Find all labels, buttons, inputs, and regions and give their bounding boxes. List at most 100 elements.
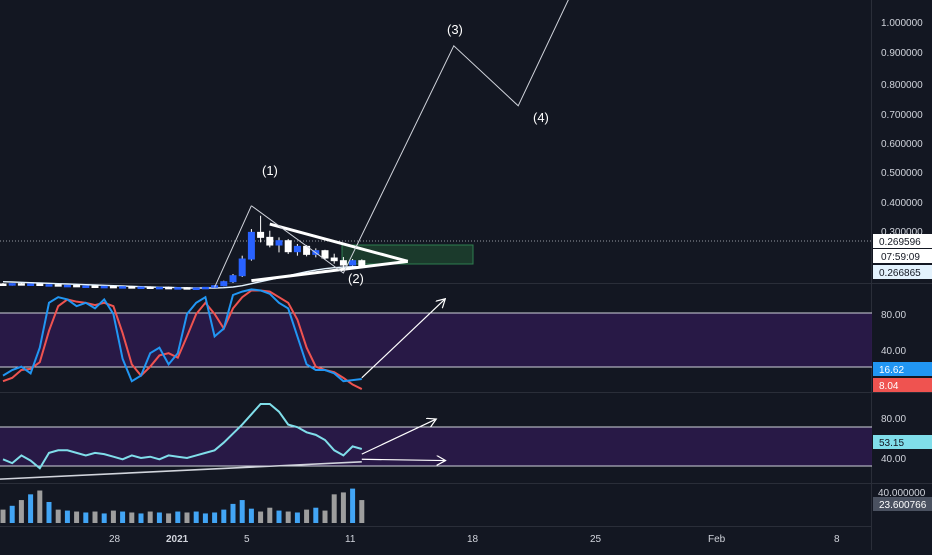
price-tick: 0.700000 (881, 110, 923, 121)
countdown-tag-text: 07:59:09 (881, 252, 920, 263)
candle (349, 260, 357, 266)
wave-label-3: (3) (447, 22, 463, 37)
volume-bar (285, 511, 291, 523)
volume-bar (322, 510, 328, 523)
candle (293, 245, 301, 253)
volume-bar (129, 512, 135, 523)
rsi-tick: 80.00 (881, 414, 906, 425)
volume-bar (138, 513, 144, 523)
candle (220, 281, 228, 287)
price-pane (0, 0, 569, 291)
volume-tick: 40.000000 (878, 488, 926, 499)
candle (183, 287, 191, 290)
price-tick: 0.900000 (881, 48, 923, 59)
rsi-tag-text: 53.15 (879, 438, 904, 449)
volume-bar (83, 512, 89, 523)
candle (54, 284, 62, 287)
last-price-tag: 0.269596 (873, 234, 932, 248)
time-tick: 28 (109, 534, 121, 545)
ma-value-tag: 0.266865 (873, 265, 932, 279)
volume-bar (37, 490, 43, 523)
time-tick: 2021 (166, 534, 189, 545)
volume-bar (294, 512, 300, 523)
time-tick: 25 (590, 534, 602, 545)
volume-bar (331, 494, 337, 523)
candle (165, 286, 173, 290)
volume-bar (184, 512, 190, 523)
stoch-k-line (2, 288, 362, 383)
stoch-tick: 80.00 (881, 310, 906, 321)
volume-bar (239, 500, 245, 523)
volume-bar (304, 509, 310, 523)
triangle-lower-trendline (251, 259, 408, 283)
candle (63, 284, 71, 288)
time-axis[interactable]: 28 2021 5 11 18 25 Feb 8 (109, 534, 840, 545)
volume-bar (28, 494, 34, 523)
volume-bar (313, 507, 319, 523)
candle (137, 286, 145, 290)
wave-labels: (1) (2) (3) (4) (262, 22, 549, 286)
rsi-tag: 53.15 (873, 435, 932, 449)
stoch-tick: 40.00 (881, 346, 906, 357)
volume-bar (156, 512, 162, 523)
candle (330, 257, 338, 262)
candle (8, 283, 16, 286)
volume-bar (18, 500, 24, 523)
last-price-tag-text: 0.269596 (879, 237, 921, 248)
volume-bar (276, 510, 282, 523)
stoch-band (0, 313, 872, 367)
volume-bar (9, 505, 15, 523)
candle (266, 236, 274, 246)
price-axis[interactable]: 1.000000 0.900000 0.800000 0.700000 0.60… (878, 18, 926, 499)
time-tick: 11 (345, 534, 356, 545)
price-tick: 0.600000 (881, 139, 923, 150)
candle (192, 287, 200, 291)
candle (174, 287, 182, 290)
time-tick: 8 (834, 534, 840, 545)
volume-bar (92, 511, 98, 523)
candle (238, 258, 246, 277)
volume-bar (212, 512, 218, 523)
stoch-k-tag: 16.62 (873, 362, 932, 376)
volume-bar (101, 513, 107, 523)
volume-bar (147, 511, 153, 523)
time-tick: Feb (708, 534, 726, 545)
rsi-pane (0, 403, 445, 480)
candle (257, 231, 265, 238)
price-tick: 1.000000 (881, 18, 923, 29)
triangle-upper-trendline (269, 222, 409, 263)
volume-bar (175, 511, 181, 523)
volume-bar (120, 511, 126, 523)
volume-bar (350, 488, 356, 523)
volume-bar (221, 509, 227, 523)
volume-bar (258, 511, 264, 523)
stoch-d-tag-text: 8.04 (879, 381, 899, 392)
wave-label-1: (1) (262, 163, 278, 178)
target-zone (341, 244, 474, 265)
candle (73, 284, 81, 288)
stoch-projection-arrow (361, 299, 445, 379)
volume-bar (110, 510, 116, 523)
countdown-tag: 07:59:09 (873, 249, 932, 263)
ma-value-tag-text: 0.266865 (879, 268, 921, 279)
volume-bar (55, 509, 61, 523)
candle (91, 285, 99, 289)
candle (0, 283, 7, 287)
candle (100, 285, 108, 289)
volume-bar (340, 492, 346, 523)
candle (358, 260, 366, 267)
moving-average-line (2, 265, 362, 289)
volume-bar (230, 503, 236, 523)
price-tick: 0.400000 (881, 198, 923, 209)
volume-bar (248, 508, 254, 523)
price-tick: 0.800000 (881, 80, 923, 91)
wave-1-leg (214, 205, 252, 288)
stoch-k-tag-text: 16.62 (879, 365, 904, 376)
stoch-pane (2, 288, 445, 390)
stoch-d-line (2, 289, 363, 390)
candle (36, 283, 44, 287)
volume-tag: 23.600766 (873, 497, 932, 511)
